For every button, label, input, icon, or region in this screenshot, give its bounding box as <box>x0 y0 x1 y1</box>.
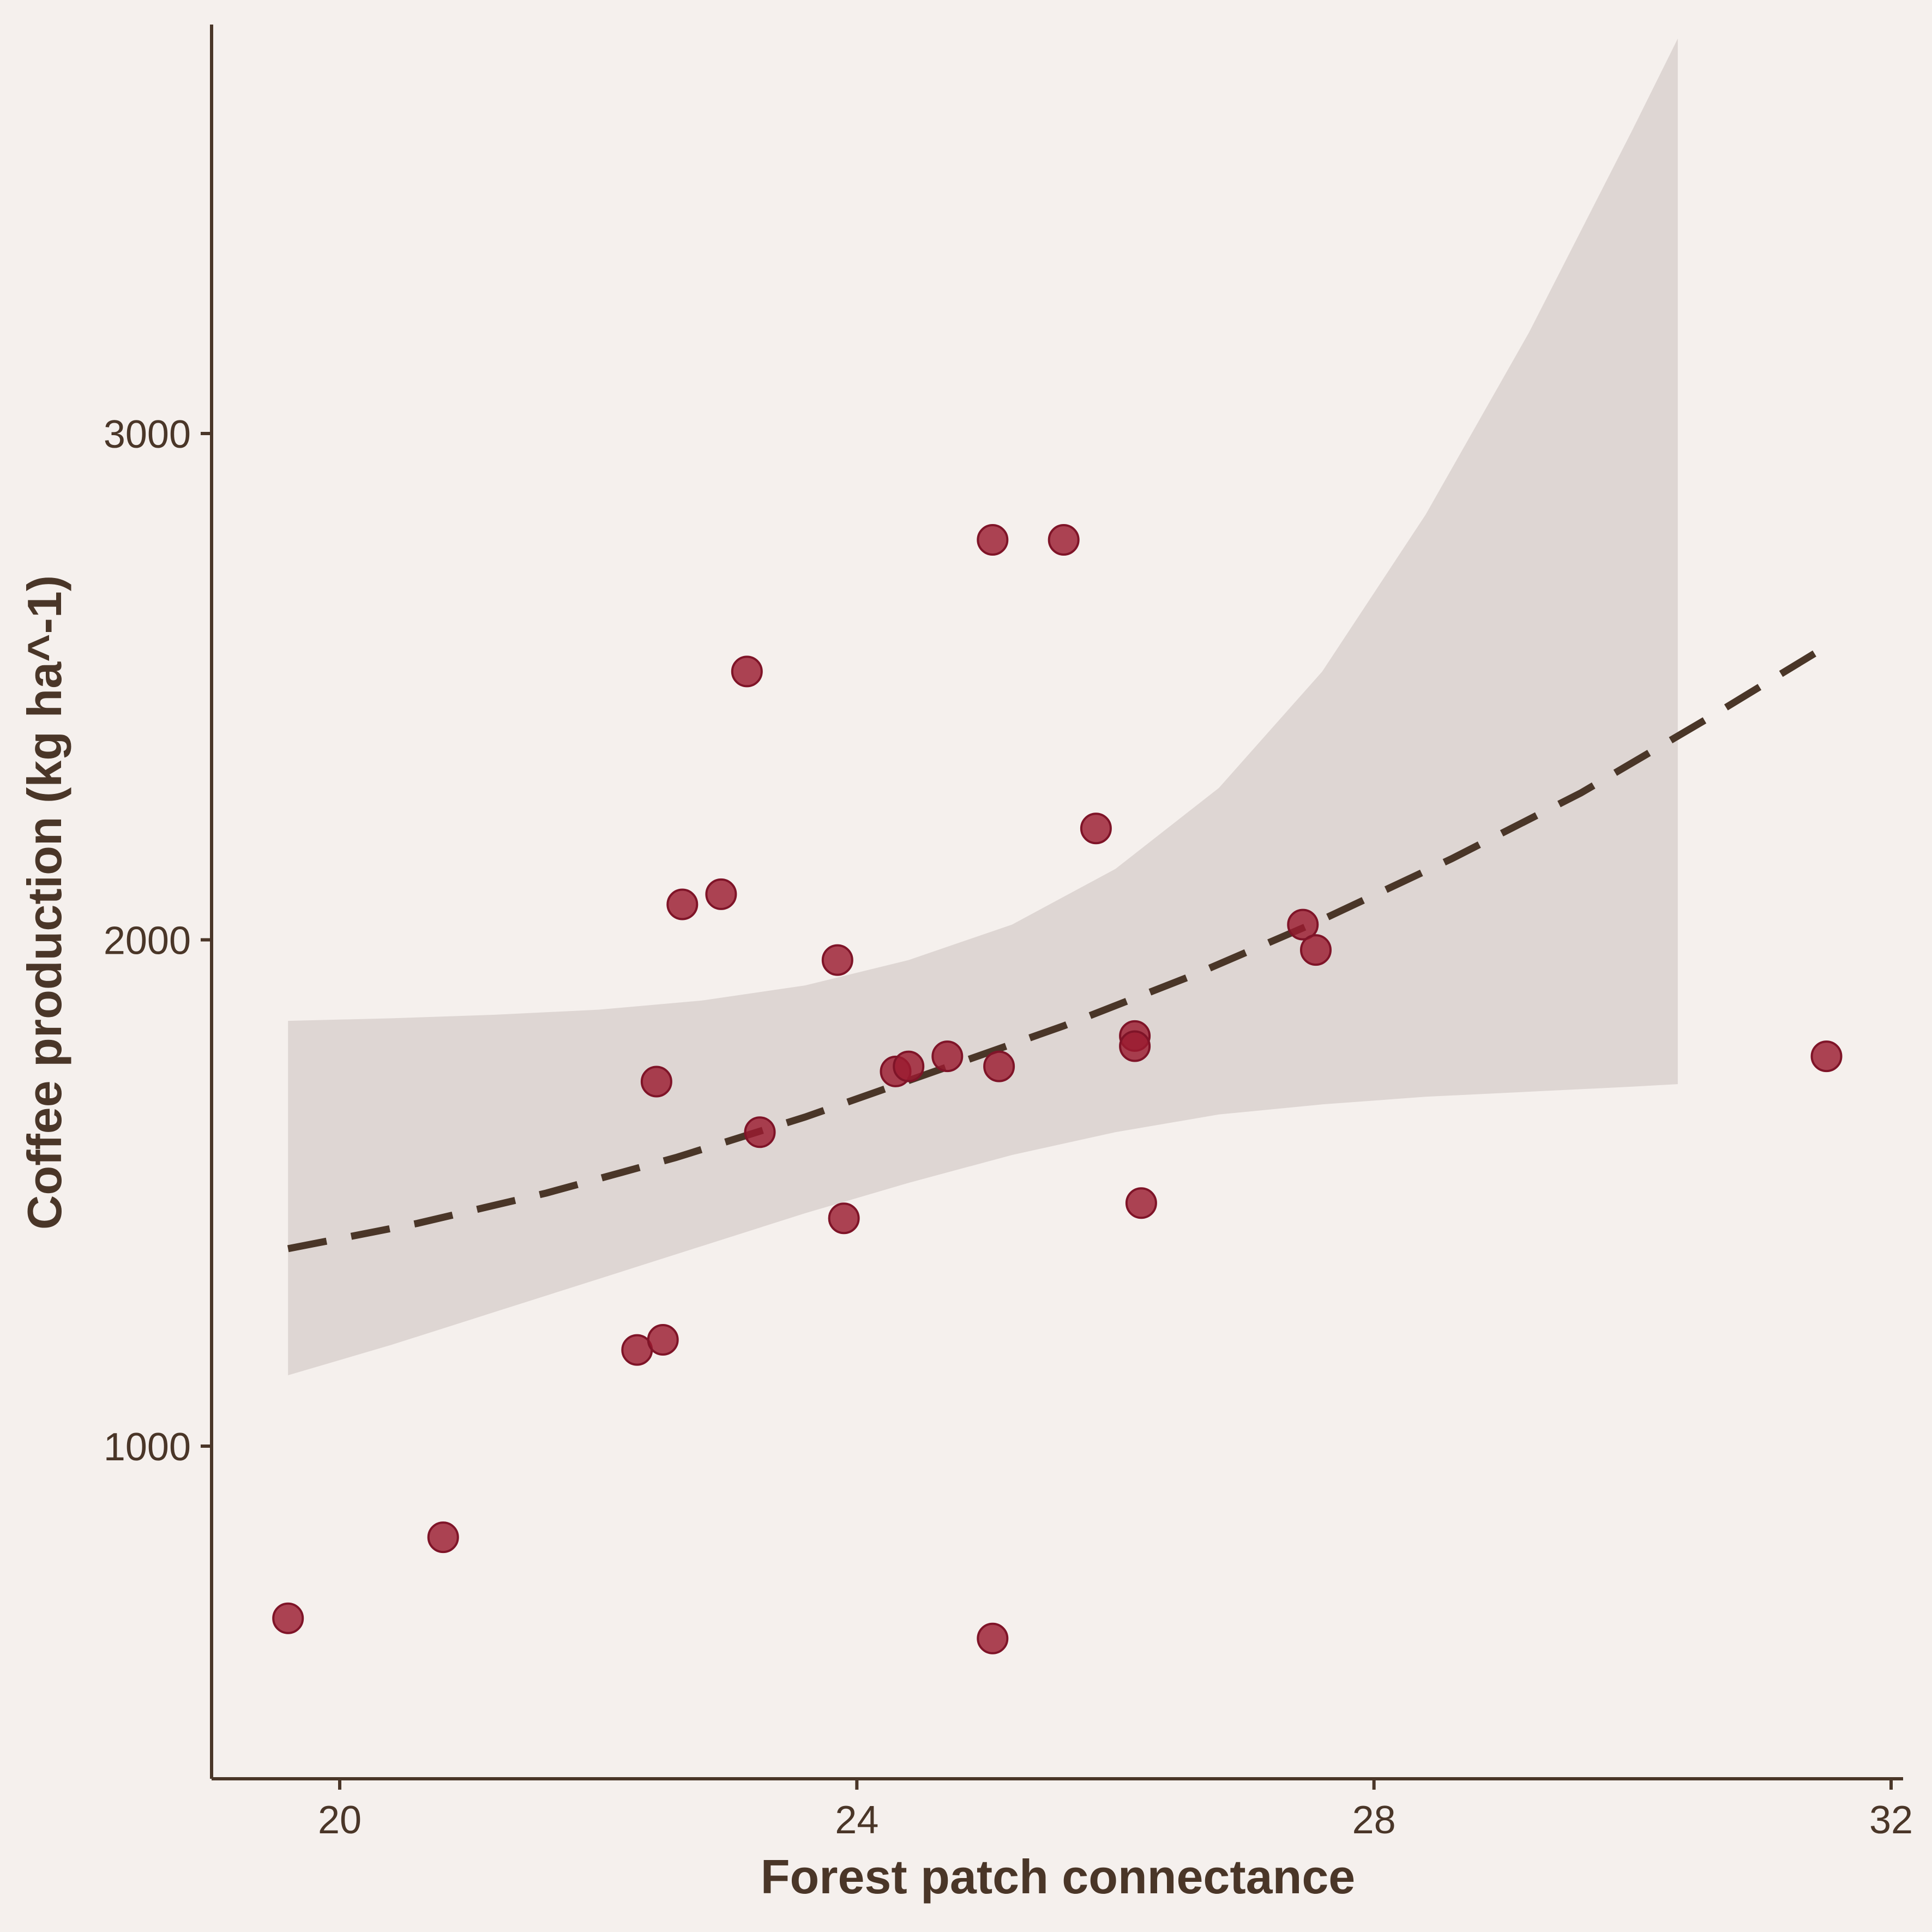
y-ticks-group: 1000 2000 3000 <box>104 413 212 1469</box>
x-tick-label: 32 <box>1869 1798 1913 1842</box>
y-tick-label: 3000 <box>104 413 191 456</box>
data-point <box>1300 934 1332 966</box>
x-tick-label: 20 <box>318 1798 362 1842</box>
confidence-ribbon <box>288 38 1678 1375</box>
data-point <box>666 888 699 920</box>
data-point <box>1810 1040 1843 1073</box>
data-point <box>1125 1187 1157 1219</box>
y-tick-label: 2000 <box>104 919 191 963</box>
data-point <box>1287 908 1319 941</box>
trend-line-group <box>287 643 1828 1253</box>
x-axis-title: Forest patch connectance <box>761 1850 1356 1904</box>
data-point <box>744 1116 776 1148</box>
confidence-ribbon-group <box>288 38 1678 1375</box>
y-axis-title: Coffee production (kg ha^-1) <box>17 575 71 1230</box>
data-point <box>821 944 853 976</box>
data-point <box>828 1202 860 1235</box>
data-points-group <box>272 524 1843 1654</box>
axes-group <box>210 25 1903 1780</box>
data-point <box>731 655 763 688</box>
data-point <box>1048 524 1080 556</box>
data-point <box>1119 1030 1151 1062</box>
data-point <box>272 1602 304 1634</box>
data-point <box>640 1066 672 1098</box>
x-tick-label: 28 <box>1352 1798 1396 1842</box>
x-ticks-group: 20 24 28 32 <box>318 1779 1913 1842</box>
data-point <box>427 1521 459 1554</box>
y-tick-label: 1000 <box>104 1425 191 1469</box>
data-point <box>983 1050 1015 1082</box>
data-point <box>1080 812 1112 845</box>
data-point <box>977 524 1009 556</box>
x-tick-label: 24 <box>835 1798 878 1842</box>
data-point <box>705 878 737 910</box>
data-point <box>647 1324 679 1356</box>
data-point <box>893 1050 925 1082</box>
trend-line <box>287 643 1828 1253</box>
data-point <box>977 1622 1009 1654</box>
data-point <box>931 1040 964 1073</box>
